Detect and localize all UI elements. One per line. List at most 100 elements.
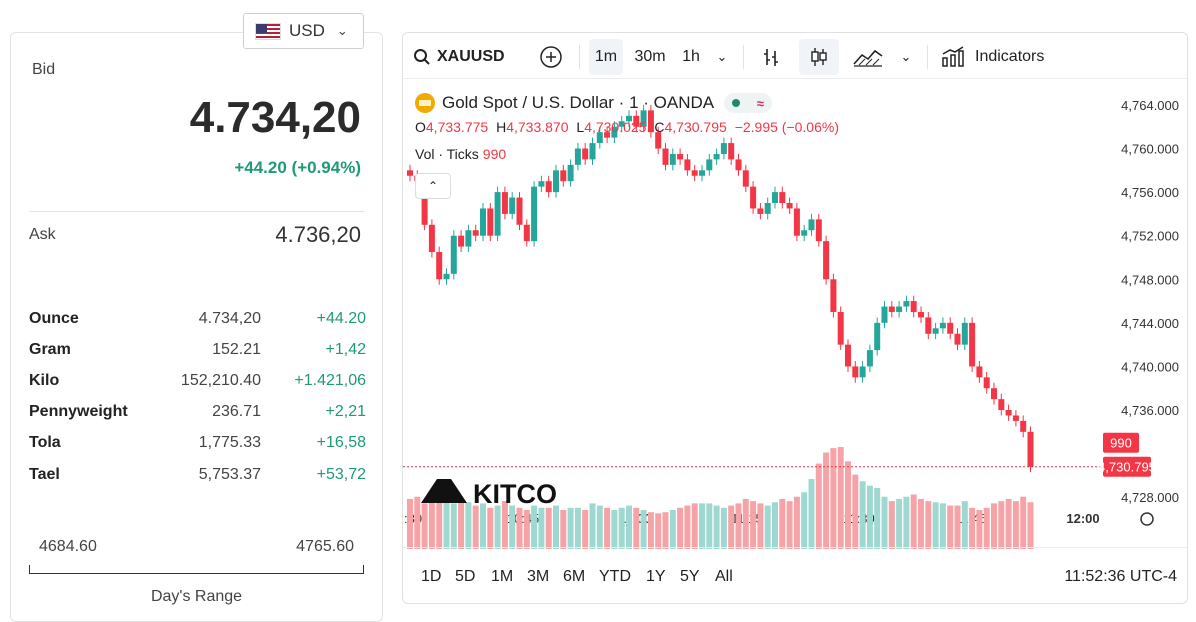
kitco-logo-icon: [421, 479, 467, 503]
range-ytd-button[interactable]: YTD: [599, 568, 631, 585]
indicators-button[interactable]: Indicators: [941, 39, 1061, 75]
candle: [750, 186, 757, 209]
high-value: 4,733.870: [506, 119, 569, 135]
interval-dropdown-button[interactable]: ⌄: [711, 39, 733, 75]
range-bar: 1D 5D 1M 3M 6M YTD 1Y 5Y All 11:52:36 UT…: [403, 547, 1187, 603]
candle: [582, 148, 589, 160]
symbol-search-button[interactable]: XAUUSD: [413, 39, 513, 75]
candle: [823, 241, 830, 280]
volume-bar: [998, 501, 1005, 549]
currency-code: USD: [289, 21, 325, 40]
range-5d-button[interactable]: 5D: [455, 568, 476, 585]
price-chart[interactable]: 4,768.0004,764.0004,760.0004,756.0004,75…: [403, 79, 1188, 549]
volume-bar: [881, 496, 888, 549]
table-row: Pennyweight 236.71 +2,21: [29, 397, 366, 428]
volume-bar: [582, 510, 589, 549]
volume-bar: [706, 503, 713, 549]
currency-select[interactable]: USD ⌄: [243, 13, 364, 49]
kitco-watermark: KITCO: [473, 479, 557, 509]
volume-bar: [699, 503, 705, 549]
volume-bar: [983, 507, 990, 549]
table-row: Ounce 4.734,20 +44.20: [29, 303, 366, 334]
last-volume-tag: [1103, 432, 1139, 453]
candle: [589, 143, 596, 160]
table-row: Tael 5,753.37 +53,72: [29, 459, 366, 490]
range-all-button[interactable]: All: [715, 568, 733, 585]
candle: [845, 344, 851, 367]
volume-bar: [735, 503, 742, 549]
volume-bar: [1005, 498, 1012, 549]
volume-bar: [509, 505, 516, 549]
candle: [720, 143, 727, 154]
candle: [472, 230, 479, 236]
symbol-label: XAUUSD: [437, 48, 505, 65]
chart-type-dropdown-button[interactable]: ⌄: [895, 39, 917, 75]
y-tick-label: 4,736.000: [1121, 403, 1179, 418]
volume-bar: [531, 505, 538, 549]
volume-bar: [596, 505, 603, 549]
y-tick-label: 4,748.000: [1121, 272, 1179, 287]
volume-bar: [713, 505, 720, 549]
candle: [998, 399, 1005, 411]
candle: [487, 208, 494, 236]
candle: [983, 377, 990, 389]
candle: [939, 322, 946, 329]
clock-timezone[interactable]: 11:52:36 UTC-4: [1064, 568, 1177, 585]
volume-bar: [472, 505, 479, 549]
bar-chart-type-button[interactable]: [755, 39, 787, 75]
volume-bar: [859, 481, 866, 549]
candle: [465, 230, 472, 247]
candle: [706, 159, 713, 171]
candle: [852, 366, 859, 378]
volume-bar: [903, 496, 910, 549]
candles-chart-type-button[interactable]: [799, 39, 839, 75]
candle: [947, 322, 954, 334]
low-value: 4,730.025: [584, 119, 647, 135]
volume-bar: [589, 503, 596, 549]
interval-30m-button[interactable]: 30m: [629, 39, 671, 75]
range-3m-button[interactable]: 3M: [527, 568, 550, 585]
candle: [618, 121, 625, 127]
chevron-up-icon: ⌃: [427, 179, 439, 193]
candle: [742, 170, 749, 187]
y-tick-label: 4,740.000: [1121, 359, 1179, 374]
legend-title-row: Gold Spot / U.S. Dollar · 1 · OANDA ≈: [415, 93, 773, 113]
unit-price: 1,775.33: [198, 434, 261, 452]
range-1d-button[interactable]: 1D: [421, 568, 442, 585]
volume-bar: [604, 507, 611, 549]
volume-bar: [407, 498, 413, 549]
collapse-legend-button[interactable]: ⌃: [415, 173, 451, 199]
close-label: C: [654, 119, 665, 135]
area-chart-type-button[interactable]: [849, 39, 887, 75]
range-6m-button[interactable]: 6M: [563, 568, 586, 585]
range-5y-button[interactable]: 5Y: [680, 568, 700, 585]
interval-1m-button[interactable]: 1m: [589, 39, 623, 75]
candle: [531, 186, 538, 242]
candle: [574, 148, 581, 165]
range-1m-button[interactable]: 1M: [491, 568, 514, 585]
market-status-badge[interactable]: ≈: [724, 93, 773, 113]
compare-add-button[interactable]: [535, 39, 567, 75]
range-1y-button[interactable]: 1Y: [646, 568, 666, 585]
candle: [501, 192, 508, 214]
low-label: L: [576, 119, 585, 135]
unit-price: 236.71: [212, 403, 261, 421]
plus-circle-icon: [540, 46, 562, 68]
volume-bar: [896, 498, 903, 549]
volume-bar: [764, 505, 771, 549]
interval-1h-button[interactable]: 1h: [675, 39, 707, 75]
volume-bar: [626, 505, 632, 549]
bid-label: Bid: [32, 61, 56, 78]
volume-bar: [494, 505, 501, 549]
candle: [428, 224, 435, 253]
volume-bar: [428, 502, 435, 549]
volume-bar: [954, 505, 961, 549]
candle: [830, 279, 837, 312]
interval-label: 1m: [594, 48, 618, 65]
chevron-down-icon: ⌄: [336, 23, 348, 38]
volume-bar: [925, 501, 932, 549]
volume-bar: [574, 507, 581, 549]
volume-label: Vol · Ticks: [415, 146, 479, 162]
volume-bar: [976, 510, 983, 549]
volume-bar: [1020, 496, 1027, 549]
